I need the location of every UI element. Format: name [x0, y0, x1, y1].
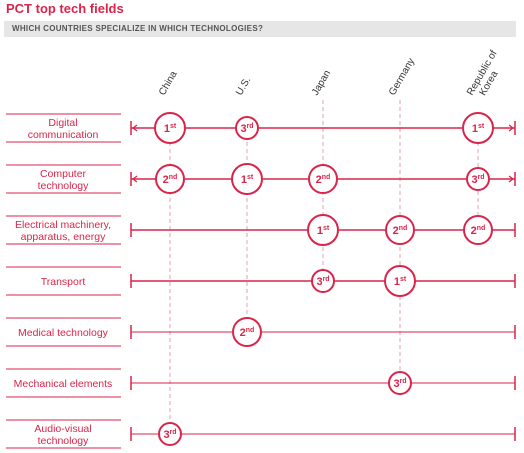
rank-circle	[311, 269, 335, 293]
chart-subtitle: WHICH COUNTRIES SPECIALIZE IN WHICH TECH…	[4, 21, 516, 37]
rank-label: 1st	[472, 123, 485, 135]
rank-label: 3rd	[316, 276, 329, 288]
rank-circle	[231, 163, 263, 195]
rank-circle	[463, 215, 493, 245]
rank-circle	[232, 317, 262, 347]
rank-label: 2nd	[240, 327, 255, 339]
rank-circle	[385, 215, 415, 245]
rank-circle	[158, 422, 182, 446]
rank-label: 1st	[164, 123, 177, 135]
rank-label: 3rd	[471, 174, 484, 186]
country-header: Japan	[310, 68, 333, 97]
axis-arrow-right	[508, 175, 514, 183]
rank-label: 3rd	[163, 429, 176, 441]
rank-label: 3rd	[393, 378, 406, 390]
chart-title: PCT top tech fields	[6, 1, 124, 16]
field-label: Mechanical elements	[14, 378, 113, 390]
rank-circle	[155, 164, 185, 194]
axis-arrow-left	[132, 175, 138, 183]
rank-label: 2nd	[163, 174, 178, 186]
country-header: China	[157, 69, 180, 98]
field-label: Computer technology	[38, 168, 90, 192]
field-label: Medical technology	[18, 327, 109, 339]
country-header: U.S.	[234, 75, 253, 97]
field-label: Digital communication	[28, 117, 99, 141]
rank-circle	[466, 167, 490, 191]
rank-circle	[462, 112, 494, 144]
axis-arrow-right	[508, 124, 514, 132]
rank-circle	[308, 164, 338, 194]
rank-circle	[307, 214, 339, 246]
field-label: Electrical machinery, apparatus, energy	[15, 219, 111, 243]
rank-circle	[388, 371, 412, 395]
country-header: Republic ofKorea	[465, 48, 509, 103]
rank-label: 2nd	[471, 225, 486, 237]
rank-label: 3rd	[240, 123, 253, 135]
rank-circle	[154, 112, 186, 144]
rank-label: 1st	[241, 174, 254, 186]
rank-label: 2nd	[393, 225, 408, 237]
rank-circle	[235, 116, 259, 140]
rank-label: 1st	[394, 276, 407, 288]
rank-label: 2nd	[316, 174, 331, 186]
rank-circle	[384, 265, 416, 297]
field-label: Audio-visual technology	[34, 423, 91, 447]
country-header: Germany	[387, 56, 417, 97]
axis-arrow-left	[132, 124, 138, 132]
field-label: Transport	[41, 276, 86, 288]
rank-label: 1st	[317, 225, 330, 237]
